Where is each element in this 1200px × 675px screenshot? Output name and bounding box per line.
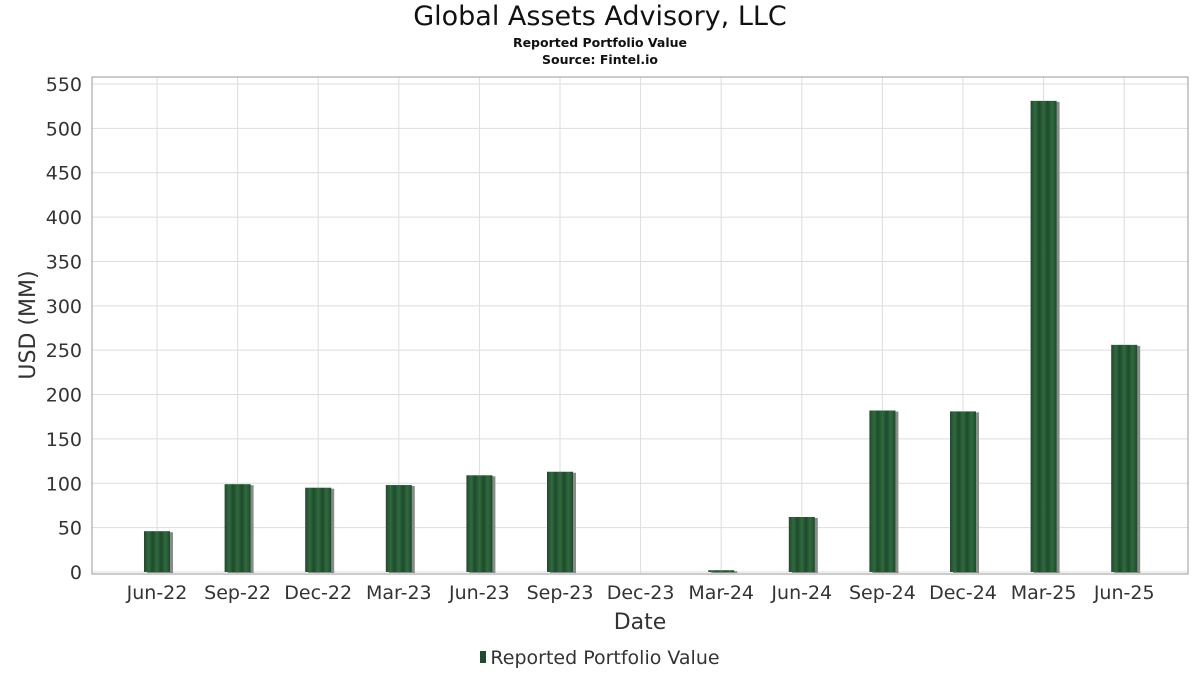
x-tick-label: Mar-24 — [688, 582, 754, 604]
y-tick-label: 350 — [46, 251, 82, 273]
bar-Dec-22 — [305, 487, 332, 572]
y-tick-label: 150 — [46, 429, 82, 451]
bar-Mar-24 — [708, 570, 735, 572]
bar-Mar-25 — [1030, 100, 1057, 572]
bars — [144, 100, 1141, 573]
x-tick-label: Mar-25 — [1011, 582, 1077, 604]
bar-Jun-24 — [788, 516, 815, 572]
bar-Sep-23 — [547, 471, 573, 572]
bar-Mar-23 — [385, 485, 412, 572]
plot-area — [91, 76, 1189, 575]
x-tick-label: Jun-22 — [126, 582, 188, 604]
legend: Reported Portfolio Value — [0, 647, 1200, 669]
x-tick-label: Jun-24 — [770, 582, 832, 604]
x-tick-label: Sep-24 — [849, 582, 916, 604]
y-tick-label: 450 — [46, 163, 82, 185]
y-tick-label: 250 — [46, 340, 82, 362]
y-tick-label: 550 — [46, 74, 82, 96]
x-tick-label: Sep-22 — [204, 582, 271, 604]
bar-Sep-22 — [224, 484, 251, 572]
y-axis-ticks: 0 50 100 150 200 250 300 350 400 450 500 550 — [46, 74, 82, 584]
chart-subtitle: Reported Portfolio Value — [512, 35, 688, 50]
bar-Sep-24 — [869, 410, 896, 572]
chart-title: Global Assets Advisory, LLC — [413, 1, 787, 32]
chart-source: Source: Fintel.io — [542, 52, 658, 67]
x-tick-label: Jun-25 — [1093, 582, 1155, 604]
y-tick-label: 500 — [46, 118, 82, 140]
bar-Jun-25 — [1111, 344, 1138, 572]
x-axis-ticks: Jun-22 Sep-22 Dec-22 Mar-23 Jun-23 Sep-23 Dec-… — [126, 582, 1155, 604]
x-tick-label: Sep-23 — [527, 582, 594, 604]
y-axis-title: USD (MM) — [16, 270, 41, 379]
bar-shadow — [711, 571, 738, 573]
y-tick-label: 50 — [58, 518, 82, 540]
x-tick-label: Dec-22 — [284, 582, 352, 604]
x-tick-label: Dec-23 — [607, 582, 675, 604]
bar-Jun-22 — [144, 531, 170, 572]
x-tick-label: Mar-23 — [366, 582, 432, 604]
y-tick-label: 0 — [70, 562, 82, 584]
y-tick-label: 200 — [46, 385, 82, 407]
bar-Jun-23 — [466, 475, 493, 572]
y-tick-label: 400 — [46, 207, 82, 229]
y-tick-label: 300 — [46, 296, 82, 318]
x-axis-title: Date — [614, 610, 667, 635]
legend-swatch — [480, 651, 487, 663]
grid-lines — [92, 77, 1188, 574]
y-tick-label: 100 — [46, 473, 82, 495]
x-tick-label: Dec-24 — [929, 582, 997, 604]
x-tick-label: Jun-23 — [448, 582, 510, 604]
bar-Dec-24 — [950, 411, 976, 572]
legend-label: Reported Portfolio Value — [490, 647, 720, 669]
